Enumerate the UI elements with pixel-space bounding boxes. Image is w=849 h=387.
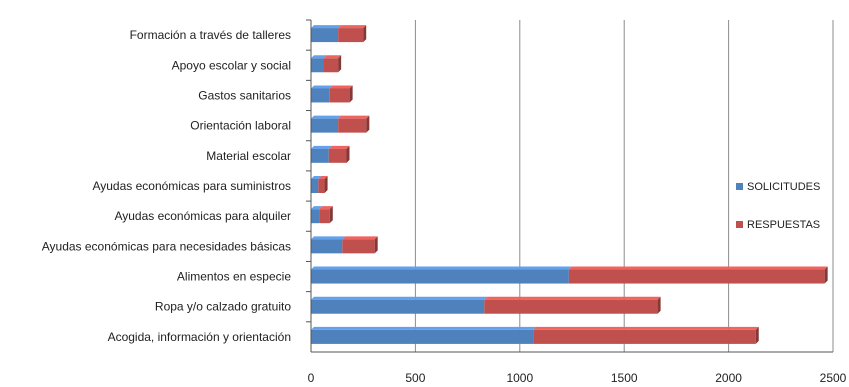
bar-respuestas-7-top: [342, 236, 378, 240]
category-label: Ayudas económicas para suministros: [92, 179, 291, 193]
category-label: Material escolar: [206, 149, 291, 163]
bar-solicitudes-8: [311, 269, 569, 284]
bar-solicitudes-4-top: [311, 145, 332, 149]
legend: SOLICITUDES RESPUESTAS: [736, 181, 820, 231]
gridlines: [414, 20, 834, 352]
bar-respuestas-3-top: [338, 115, 370, 119]
x-tick-label-2000: 2000: [715, 371, 742, 385]
bar-respuestas-1: [323, 58, 339, 73]
bar-respuestas-4: [328, 148, 347, 163]
bar-respuestas-6: [319, 209, 330, 224]
bar-respuestas-2: [329, 88, 350, 103]
bar-respuestas-8: [568, 269, 825, 284]
x-tick-label-500: 500: [405, 371, 425, 385]
bar-solicitudes-9: [311, 299, 485, 314]
bar-solicitudes-6-top: [311, 206, 323, 210]
bar-respuestas-4-top: [328, 145, 350, 149]
bar-solicitudes-3-top: [311, 115, 342, 119]
bar-solicitudes-7: [311, 239, 343, 254]
bar-respuestas-2-side: [349, 85, 353, 103]
category-label: Alimentos en especie: [177, 270, 291, 284]
bar-respuestas-5-side: [324, 176, 328, 193]
bar-solicitudes-10: [311, 329, 534, 344]
bar-respuestas-1-side: [338, 55, 342, 73]
bar-respuestas-1-top: [323, 55, 342, 59]
bar-respuestas-3: [338, 118, 367, 133]
category-label: Apoyo escolar y social: [172, 58, 291, 72]
bar-solicitudes-0-top: [311, 25, 342, 29]
bar-solicitudes-10-top: [311, 326, 537, 330]
bar-respuestas-4-side: [346, 145, 350, 163]
bar-respuestas-8-top: [568, 266, 828, 270]
bar-respuestas-5: [318, 179, 325, 193]
bar-respuestas-3-side: [366, 115, 370, 133]
bar-respuestas-0-top: [338, 25, 367, 29]
bar-respuestas-7-side: [374, 236, 378, 254]
bar-solicitudes-4: [311, 148, 329, 163]
bar-respuestas-7: [342, 239, 375, 254]
bar-respuestas-9-top: [484, 296, 661, 300]
bar-solicitudes-1-top: [311, 55, 327, 59]
category-label: Ayudas económicas para necesidades básic…: [42, 239, 291, 253]
category-label: Ayudas económicas para alquiler: [114, 209, 291, 223]
legend-swatch-respuestas: [736, 221, 743, 228]
bar-respuestas-2-top: [329, 85, 353, 89]
bar-solicitudes-1: [311, 58, 324, 73]
bar-respuestas-0-side: [363, 25, 367, 43]
bars: [311, 25, 828, 344]
tick-labels: 0 500 1000 1500 2000 2500: [308, 371, 847, 385]
bar-solicitudes-8-top: [311, 266, 572, 270]
bar-solicitudes-0: [311, 28, 339, 43]
bar-respuestas-6-top: [319, 206, 333, 210]
x-tick-label-0: 0: [308, 371, 315, 385]
bar-respuestas-6-side: [329, 206, 333, 224]
bar-solicitudes-7-top: [311, 236, 346, 240]
bar-respuestas-9-side: [657, 296, 661, 314]
bar-solicitudes-2-top: [311, 85, 333, 89]
axes: [306, 19, 833, 353]
x-tick-label-1500: 1500: [611, 371, 638, 385]
bar-respuestas-8-side: [824, 266, 828, 284]
x-tick-label-1000: 1000: [506, 371, 533, 385]
bar-solicitudes-3: [311, 118, 339, 133]
bar-solicitudes-2: [311, 88, 330, 103]
category-label: Formación a través de talleres: [130, 28, 291, 42]
bar-respuestas-0: [338, 28, 364, 43]
bar-respuestas-9: [484, 299, 658, 314]
category-label: Gastos sanitarios: [198, 88, 291, 102]
category-labels: Formación a través de talleres Apoyo esco…: [42, 28, 292, 344]
legend-label-solicitudes: SOLICITUDES: [747, 181, 820, 193]
x-tick-label-2500: 2500: [820, 371, 847, 385]
category-label: Orientación laboral: [190, 119, 291, 133]
bar-solicitudes-9-top: [311, 296, 488, 300]
bar-solicitudes-6: [311, 209, 320, 224]
bar-respuestas-10: [533, 329, 756, 344]
bar-respuestas-10-top: [533, 326, 759, 330]
bar-respuestas-5-top: [318, 176, 328, 179]
category-label: Ropa y/o calzado gratuito: [155, 300, 291, 314]
legend-label-respuestas: RESPUESTAS: [747, 219, 820, 231]
bar-solicitudes-5: [311, 179, 319, 193]
category-label: Acogida, información y orientación: [108, 330, 291, 344]
bar-solicitudes-5-top: [311, 176, 322, 179]
bar-respuestas-10-side: [755, 326, 759, 344]
legend-swatch-solicitudes: [736, 183, 743, 190]
